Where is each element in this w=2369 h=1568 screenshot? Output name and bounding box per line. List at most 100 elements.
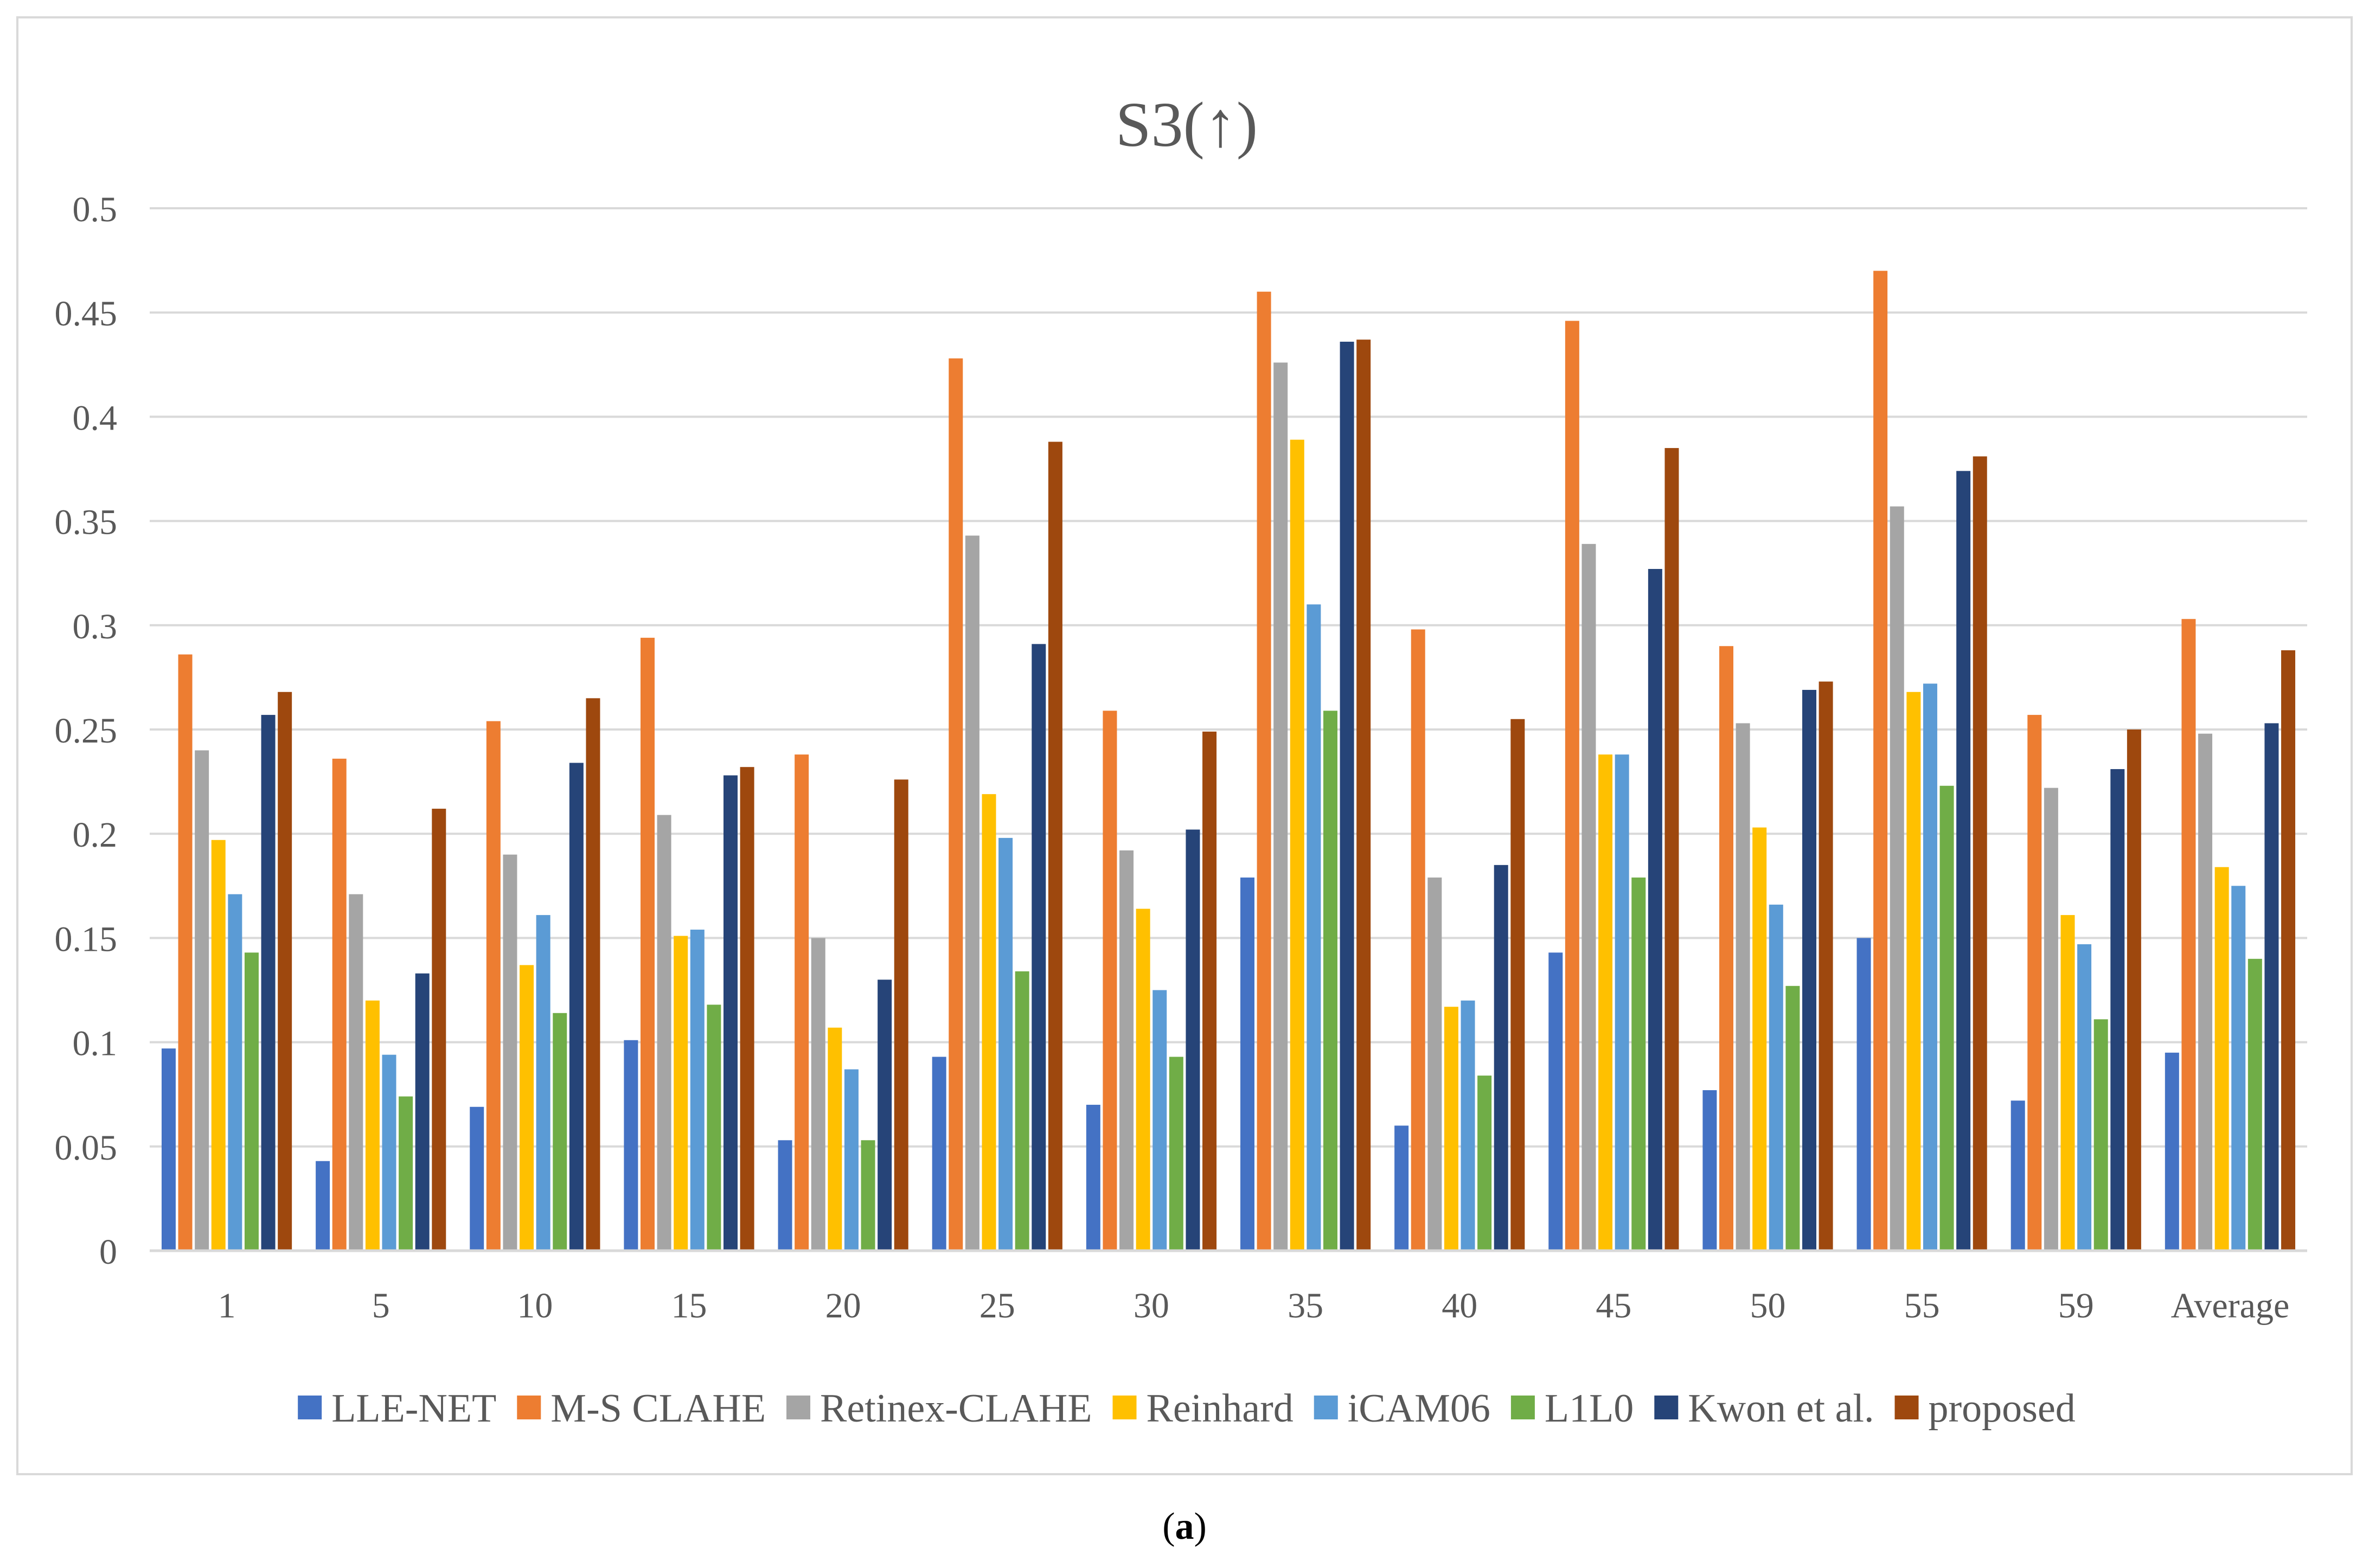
bar-reinhard-55 [1906,692,1921,1251]
bar-proposed-20 [894,779,908,1251]
bar-icam06-1 [228,894,242,1251]
chart-svg: S3(↑) 00.050.10.150.20.250.30.350.40.450… [55,89,2307,1431]
bar-icam06-5 [382,1054,396,1251]
bar-reinhard-10 [520,965,534,1251]
y-tick-label: 0.4 [73,398,118,438]
legend-label: Retinex-CLAHE [820,1386,1092,1431]
bar-lle-net-10 [470,1106,484,1251]
legend-item: LLE-NET [298,1386,496,1431]
bar-lle-net-59 [2011,1100,2025,1251]
bar-retinex-clahe-10 [503,854,517,1251]
bar-proposed-30 [1202,731,1217,1251]
bar-l1l0-1 [244,952,259,1251]
bar-l1l0-55 [1939,785,1954,1251]
bar-l1l0-35 [1323,711,1337,1251]
bar-kwon-et-al-55 [1956,471,1971,1251]
bar-kwon-et-al-1 [261,715,276,1251]
bar-m-s-clahe-20 [795,754,809,1251]
bar-proposed-10 [586,698,600,1251]
caption-letter: a [1175,1506,1194,1547]
bar-icam06-30 [1153,990,1167,1251]
y-tick-label: 0.45 [55,294,118,334]
bar-m-s-clahe-10 [486,721,501,1251]
bar-m-s-clahe-average [2181,619,2196,1251]
bar-proposed-15 [740,767,754,1251]
legend-swatch [1510,1396,1535,1419]
chart-frame: S3(↑) 0 0.05 0.1 0.15 0.2 0.25 0.3 0.35 0.4 0.45 0… [16,16,2353,1475]
legend-label: Kwon et al. [1688,1386,1874,1431]
legend-item: Reinhard [1112,1386,1294,1431]
legend-swatch [1314,1396,1338,1419]
x-tick-label: 50 [1750,1286,1786,1326]
bar-lle-net-35 [1240,877,1254,1251]
bar-retinex-clahe-25 [965,535,979,1251]
y-tick-label: 0.15 [55,919,118,959]
x-axis-ticks: 1 5 10 15 20 25 30 35 40 45 50 55 59 Average [218,1286,2290,1326]
bar-l1l0-50 [1785,985,1800,1251]
bar-retinex-clahe-40 [1427,877,1442,1251]
bar-reinhard-20 [828,1027,842,1251]
bar-lle-net-30 [1086,1104,1100,1251]
bar-kwon-et-al-59 [2110,769,2125,1251]
bar-l1l0-45 [1631,877,1646,1251]
bar-reinhard-35 [1290,439,1304,1251]
bar-reinhard-15 [674,936,688,1251]
bar-kwon-et-al-20 [878,980,892,1251]
bar-icam06-50 [1769,904,1783,1251]
bar-m-s-clahe-1 [178,654,193,1251]
bar-lle-net-50 [1702,1090,1717,1251]
bar-retinex-clahe-15 [657,815,671,1251]
bar-m-s-clahe-59 [2027,715,2042,1251]
bar-kwon-et-al-25 [1032,644,1046,1251]
caption-close: ) [1194,1506,1207,1547]
bar-retinex-clahe-20 [811,938,825,1251]
y-tick-label: 0.25 [55,711,118,751]
bar-icam06-55 [1923,683,1937,1251]
y-axis-ticks: 0 0.05 0.1 0.15 0.2 0.25 0.3 0.35 0.4 0.45 0.5 [55,190,118,1272]
bar-lle-net-average [2165,1052,2179,1251]
legend-item: M-S CLAHE [517,1386,766,1431]
bar-l1l0-5 [399,1096,413,1251]
bar-icam06-59 [2077,944,2092,1251]
bar-kwon-et-al-50 [1802,689,1816,1251]
bar-m-s-clahe-5 [332,758,347,1251]
bar-retinex-clahe-45 [1582,543,1596,1251]
chart-title: S3(↑) [1116,89,1258,160]
bar-m-s-clahe-15 [641,637,655,1251]
legend-label: iCAM06 [1348,1386,1490,1431]
legend-swatch [517,1396,541,1419]
bar-m-s-clahe-45 [1565,321,1579,1251]
legend-item: Kwon et al. [1654,1386,1874,1431]
legend-swatch [786,1396,811,1419]
bar-reinhard-30 [1136,908,1150,1251]
x-tick-label: 45 [1596,1286,1631,1326]
bar-lle-net-15 [624,1040,638,1251]
bar-lle-net-20 [778,1140,792,1251]
bar-proposed-35 [1356,340,1371,1251]
bar-proposed-25 [1048,441,1062,1251]
bar-kwon-et-al-30 [1186,829,1200,1251]
y-tick-label: 0.1 [73,1024,118,1064]
legend-item: L1L0 [1510,1386,1634,1431]
bar-kwon-et-al-average [2264,723,2279,1251]
bars [161,271,2296,1251]
bar-lle-net-5 [316,1161,330,1251]
bar-proposed-1 [278,692,292,1251]
legend-item: proposed [1894,1386,2076,1431]
bar-l1l0-40 [1477,1076,1492,1251]
bar-l1l0-59 [2093,1019,2108,1251]
x-tick-label: 59 [2058,1286,2094,1326]
y-tick-label: 0.5 [73,190,118,229]
bar-proposed-average [2281,650,2296,1251]
bar-icam06-40 [1461,1000,1475,1251]
bar-m-s-clahe-40 [1411,629,1425,1251]
bar-icam06-20 [844,1069,859,1251]
bar-l1l0-10 [553,1013,567,1251]
bar-proposed-50 [1819,681,1833,1251]
bar-reinhard-59 [2060,915,2075,1251]
y-tick-label: 0.35 [55,503,118,542]
bar-lle-net-55 [1856,938,1871,1251]
legend: LLE-NET M-S CLAHE Retinex-CLAHE Reinhard iCA… [298,1386,2076,1431]
bar-retinex-clahe-average [2198,733,2213,1251]
bar-reinhard-average [2214,867,2229,1251]
